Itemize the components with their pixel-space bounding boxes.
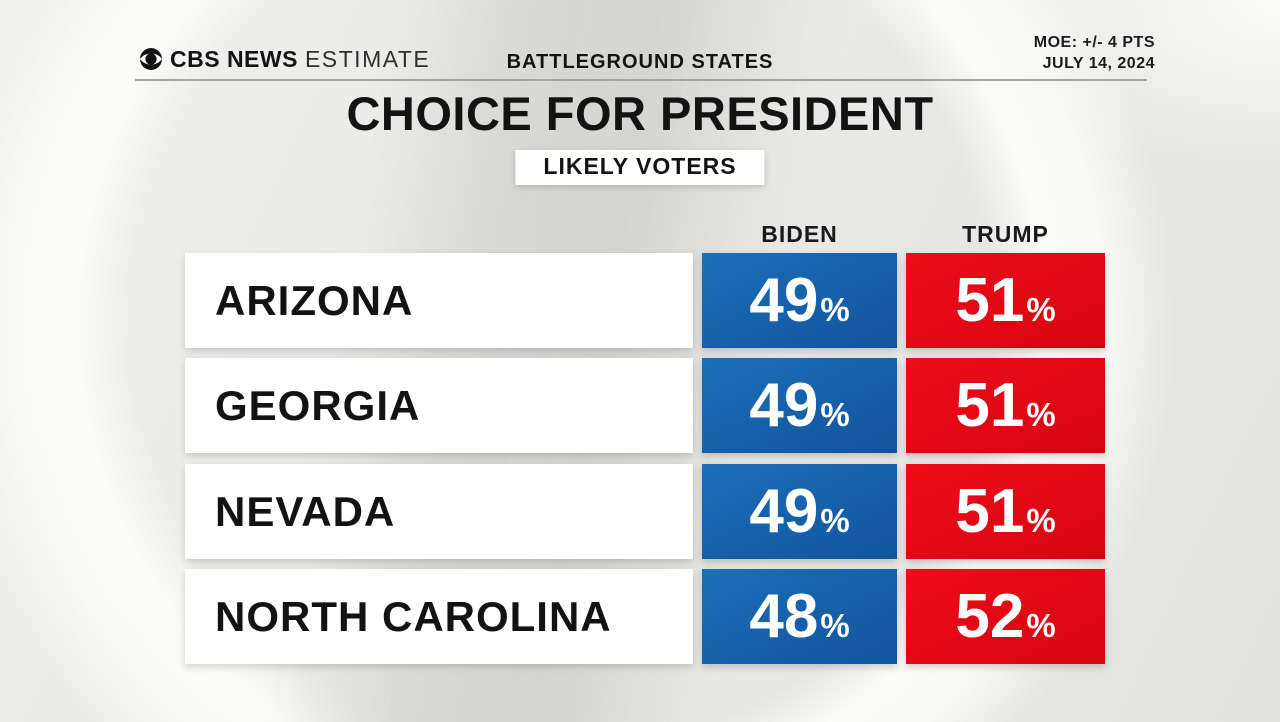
percent-sign: % (820, 607, 850, 644)
state-name: ARIZONA (185, 253, 693, 348)
percent-sign: % (820, 502, 850, 539)
state-name: GEORGIA (185, 358, 693, 453)
state-name: NORTH CAROLINA (185, 569, 693, 664)
biden-percentage: 48 (749, 582, 819, 651)
trump-percentage: 51 (955, 266, 1025, 335)
biden-percentage: 49 (749, 266, 819, 335)
percent-sign: % (1026, 396, 1056, 433)
moe-line: MOE: +/- 4 PTS (1033, 34, 1155, 51)
trump-value-cell: 51 % (906, 253, 1105, 348)
table-row: ARIZONA 49 % 51 % (185, 253, 1105, 348)
page-title: CHOICE FOR PRESIDENT (346, 87, 934, 140)
cbs-eye-icon (140, 48, 162, 70)
brand-product-name: ESTIMATE (304, 45, 431, 72)
biden-value-cell: 48 % (702, 569, 897, 664)
percent-sign: % (820, 396, 850, 433)
trump-value-cell: 51 % (906, 358, 1105, 453)
percent-sign: % (1026, 291, 1056, 328)
biden-value-cell: 49 % (702, 253, 897, 348)
brand-network-name: CBS NEWS (170, 45, 298, 72)
trump-percentage: 52 (955, 582, 1025, 651)
column-header-biden: BIDEN (761, 221, 838, 247)
trump-percentage: 51 (955, 477, 1025, 546)
trump-value-cell: 51 % (906, 464, 1105, 559)
cbs-news-estimate-logo: CBS NEWS ESTIMATE (139, 47, 430, 71)
column-header-trump: TRUMP (962, 221, 1049, 247)
percent-sign: % (1026, 607, 1056, 644)
header-divider-line (135, 79, 1147, 81)
table-row: GEORGIA 49 % 51 % (185, 358, 1105, 453)
trump-percentage: 51 (955, 371, 1025, 440)
subtitle-label: LIKELY VOTERS (543, 153, 737, 179)
percent-sign: % (1026, 502, 1056, 539)
biden-value-cell: 49 % (702, 464, 897, 559)
biden-percentage: 49 (749, 371, 819, 440)
table-row: NORTH CAROLINA 48 % 52 % (185, 569, 1105, 664)
state-name: NEVADA (185, 464, 693, 559)
biden-percentage: 49 (749, 477, 819, 546)
margin-of-error-block: MOE: +/- 4 PTS JULY 14, 2024 (1034, 33, 1155, 75)
trump-value-cell: 52 % (906, 569, 1105, 664)
kicker-battleground-states: BATTLEGROUND STATES (506, 51, 774, 73)
date-line: JULY 14, 2024 (1042, 54, 1155, 72)
subtitle-badge: LIKELY VOTERS (515, 150, 765, 185)
table-row: NEVADA 49 % 51 % (185, 464, 1105, 559)
biden-value-cell: 49 % (702, 358, 897, 453)
percent-sign: % (820, 291, 850, 328)
